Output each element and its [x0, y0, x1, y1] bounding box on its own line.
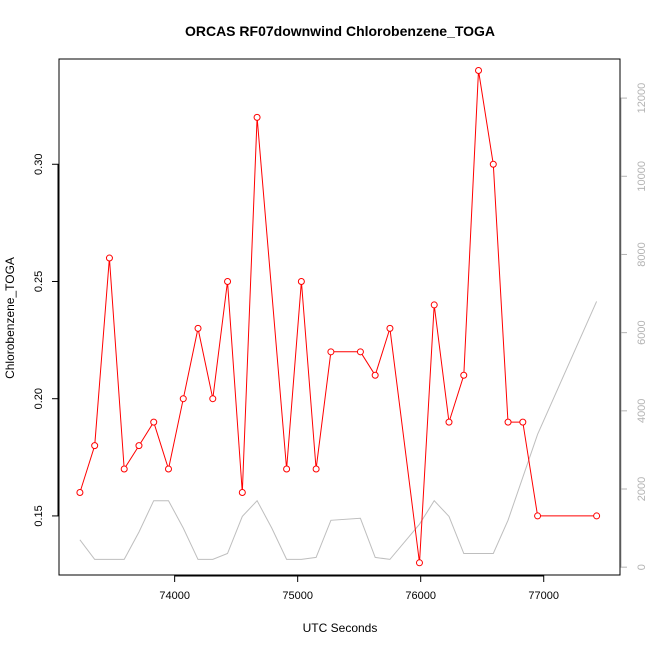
y2-tick-label: 0: [636, 564, 648, 570]
data-point: [534, 512, 542, 520]
x-axis-label: UTC Seconds: [303, 621, 378, 635]
data-point: [504, 418, 512, 426]
left-axis-series-layer: [76, 66, 601, 567]
data-point: [120, 465, 128, 473]
data-point: [475, 66, 483, 74]
data-point: [91, 442, 99, 450]
y2-tick-label: 4000: [636, 399, 648, 423]
data-point: [460, 371, 468, 379]
data-point: [135, 442, 143, 450]
y-tick-label: 0.25: [33, 271, 45, 292]
data-point: [209, 395, 217, 403]
data-point: [312, 465, 320, 473]
data-point: [430, 301, 438, 309]
data-point: [194, 324, 202, 332]
y-tick-label: 0.20: [33, 388, 45, 409]
y2-tick-label: 12000: [636, 83, 648, 114]
data-point: [150, 418, 158, 426]
data-point: [105, 254, 113, 262]
x-tick-label: 77000: [528, 590, 559, 602]
data-point: [519, 418, 527, 426]
data-point: [76, 488, 84, 496]
data-point: [327, 348, 335, 356]
y-tick-label: 0.15: [33, 505, 45, 526]
data-point: [593, 512, 601, 520]
y2-tick-label: 2000: [636, 477, 648, 501]
y2-tick-label: 10000: [636, 161, 648, 192]
data-point: [445, 418, 453, 426]
y2-tick-label: 6000: [636, 320, 648, 344]
data-point: [489, 160, 497, 168]
data-point: [164, 465, 172, 473]
plot-frame: [58, 58, 621, 576]
data-point: [224, 277, 232, 285]
y-tick-label: 0.30: [33, 154, 45, 175]
axes-layer: 74000 75000 76000 77000 0.15 0.20 0.25 0.30 0 200…: [33, 83, 648, 602]
data-point: [253, 113, 261, 121]
data-point: [415, 559, 423, 567]
x-tick-label: 75000: [282, 590, 313, 602]
data-point: [356, 348, 364, 356]
data-point: [386, 324, 394, 332]
y2-tick-label: 8000: [636, 242, 648, 266]
data-point: [179, 395, 187, 403]
data-point: [297, 277, 305, 285]
right-axis-series-layer: [79, 301, 598, 560]
chart-title: ORCAS RF07downwind Chlorobenzene_TOGA: [185, 23, 495, 39]
primary-series-line: [79, 70, 597, 563]
y-axis-label: Chlorobenzene_TOGA: [3, 257, 17, 379]
x-tick-label: 74000: [159, 590, 190, 602]
data-point: [371, 371, 379, 379]
x-tick-label: 76000: [405, 590, 436, 602]
data-point: [238, 488, 246, 496]
data-point: [283, 465, 291, 473]
secondary-series-line: [79, 301, 598, 560]
